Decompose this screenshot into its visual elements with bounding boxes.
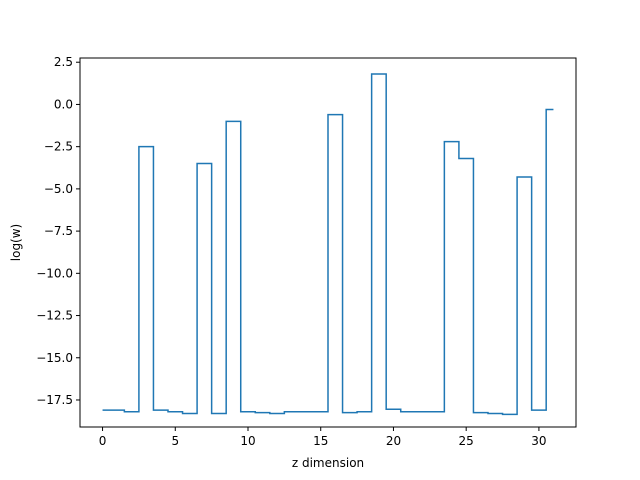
x-axis: 0 5 10 15 20 25 30 <box>99 427 547 448</box>
y-tick-label: −12.5 <box>36 309 73 323</box>
axes-frame <box>79 57 577 428</box>
y-axis-label: log(w) <box>9 224 23 261</box>
y-tick-label: −5.0 <box>44 182 73 196</box>
y-tick-label: −17.5 <box>36 393 73 407</box>
series-line-0 <box>102 73 554 416</box>
x-tick-label: 20 <box>386 434 401 448</box>
x-axis-label: z dimension <box>292 456 364 470</box>
x-tick-label: 30 <box>531 434 546 448</box>
x-tick-label: 25 <box>459 434 474 448</box>
y-tick-label: −7.5 <box>44 224 73 238</box>
y-tick-label: −15.0 <box>36 351 73 365</box>
x-tick-label: 10 <box>240 434 255 448</box>
x-tick-label: 0 <box>99 434 107 448</box>
x-tick-label: 5 <box>171 434 179 448</box>
x-tick-label: 15 <box>313 434 328 448</box>
y-axis: 2.5 0.0 −2.5 −5.0 −7.5 −10.0 −12.5 −15.0 −17.5 <box>36 55 80 407</box>
y-tick-label: 0.0 <box>54 97 73 111</box>
plot-area <box>102 73 554 416</box>
y-tick-label: −2.5 <box>44 140 73 154</box>
y-tick-label: 2.5 <box>54 55 73 69</box>
y-tick-label: −10.0 <box>36 266 73 280</box>
